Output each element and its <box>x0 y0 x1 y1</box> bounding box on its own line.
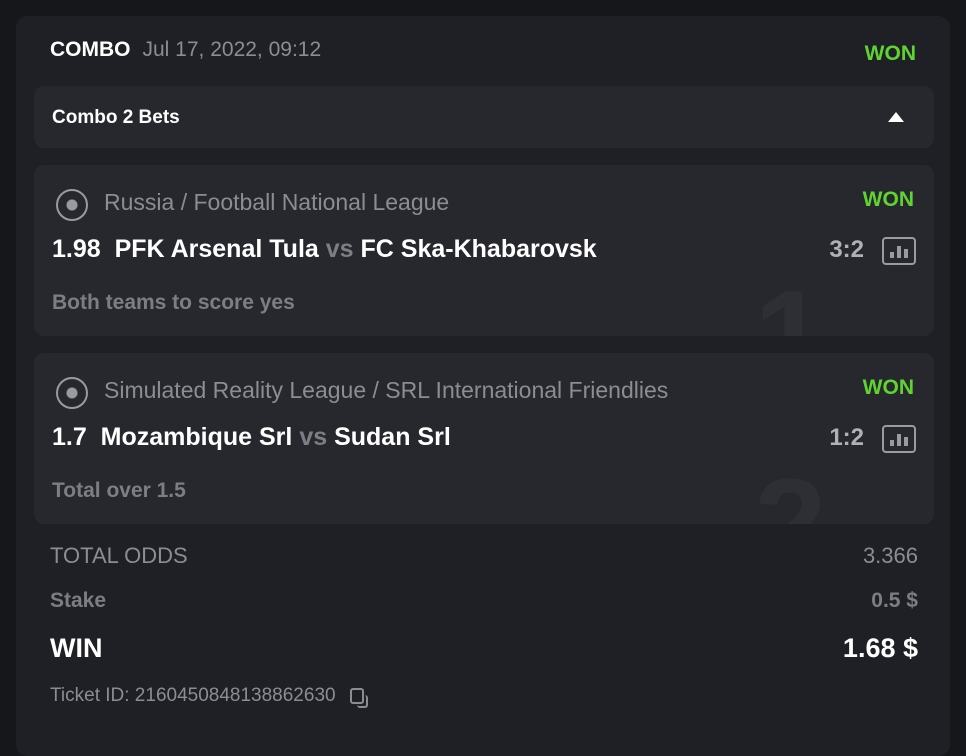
bet-odds: 1.98 <box>52 235 101 263</box>
football-icon <box>56 189 88 221</box>
bet-status: WON <box>862 376 914 399</box>
ticket-id: Ticket ID: 2160450848138862630 <box>50 685 336 706</box>
ticket-id-row: Ticket ID: 2160450848138862630 <box>50 685 368 708</box>
win-value: 1.68 $ <box>842 633 918 663</box>
bet-status: WON <box>862 188 914 211</box>
total-odds-value: 3.366 <box>862 543 918 568</box>
stats-icon[interactable] <box>882 237 916 265</box>
stake-label: Stake <box>50 589 107 612</box>
stats-icon[interactable] <box>882 425 916 453</box>
bet-index: 1 <box>754 263 827 336</box>
away-team: Sudan Srl <box>334 423 451 451</box>
match-line: 1.7 Mozambique Srl vs Sudan Srl <box>52 423 451 452</box>
league-name: Simulated Reality League / SRL Internati… <box>104 377 669 403</box>
win-label: WIN <box>50 633 103 663</box>
ticket-header: COMBO Jul 17, 2022, 09:12 <box>50 38 321 62</box>
league-name: Russia / Football National League <box>104 189 450 215</box>
ticket-status: WON <box>864 42 916 65</box>
bet-index: 2 <box>754 451 827 524</box>
home-team: Mozambique Srl <box>100 423 293 451</box>
stake-row: Stake 0.5 $ <box>50 589 918 613</box>
match-score: 3:2 <box>829 236 864 263</box>
match-line: 1.98 PFK Arsenal Tula vs FC Ska-Khabarov… <box>52 235 597 264</box>
copy-icon[interactable] <box>349 688 368 708</box>
vs-label: vs <box>325 235 354 263</box>
football-icon <box>56 377 88 409</box>
vs-label: vs <box>299 423 328 451</box>
stake-value: 0.5 $ <box>871 589 918 612</box>
total-odds-label: TOTAL ODDS <box>50 543 188 568</box>
bet-market: Both teams to score yes <box>52 291 295 314</box>
bet-item: 1 Russia / Football National League WON … <box>34 165 934 336</box>
bet-item: 2 Simulated Reality League / SRL Interna… <box>34 353 934 524</box>
bet-date: Jul 17, 2022, 09:12 <box>142 38 322 61</box>
win-row: WIN 1.68 $ <box>50 633 918 664</box>
bet-ticket-card: COMBO Jul 17, 2022, 09:12 WON Combo 2 Bet… <box>16 16 950 756</box>
match-score: 1:2 <box>829 424 864 451</box>
home-team: PFK Arsenal Tula <box>114 235 319 263</box>
combo-toggle[interactable]: Combo 2 Bets <box>34 86 934 148</box>
total-odds-row: TOTAL ODDS 3.366 <box>50 543 918 569</box>
bet-market: Total over 1.5 <box>52 479 186 502</box>
away-team: FC Ska-Khabarovsk <box>360 235 597 263</box>
bet-odds: 1.7 <box>52 423 87 451</box>
collapse-arrow-icon[interactable] <box>888 112 904 122</box>
bet-type: COMBO <box>50 38 131 61</box>
combo-label: Combo 2 Bets <box>52 107 180 128</box>
